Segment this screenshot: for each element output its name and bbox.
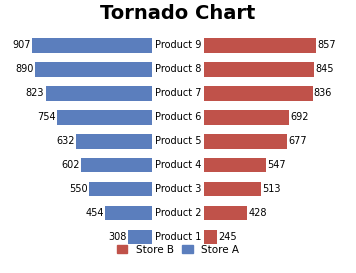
Text: 692: 692 — [290, 112, 309, 122]
Text: Product 3: Product 3 — [155, 184, 201, 194]
Bar — [178, 182, 261, 197]
Text: 428: 428 — [248, 208, 267, 218]
Text: 754: 754 — [37, 112, 55, 122]
Text: Product 9: Product 9 — [155, 40, 201, 51]
Text: Product 6: Product 6 — [155, 112, 201, 122]
Bar — [178, 110, 289, 124]
Bar — [35, 62, 178, 77]
Title: Tornado Chart: Tornado Chart — [100, 4, 256, 23]
Bar — [178, 230, 218, 244]
Text: Product 7: Product 7 — [155, 88, 201, 98]
Text: 845: 845 — [315, 64, 334, 75]
Text: 677: 677 — [288, 136, 307, 146]
Text: 632: 632 — [57, 136, 75, 146]
Text: Product 4: Product 4 — [155, 160, 201, 170]
Text: Product 8: Product 8 — [155, 64, 201, 75]
Text: 550: 550 — [69, 184, 88, 194]
Bar — [129, 230, 178, 244]
Bar — [89, 182, 178, 197]
Text: 454: 454 — [85, 208, 104, 218]
Text: 836: 836 — [314, 88, 332, 98]
Text: 907: 907 — [12, 40, 31, 51]
Text: Product 1: Product 1 — [155, 232, 201, 242]
Bar — [57, 110, 178, 124]
Text: 857: 857 — [317, 40, 336, 51]
Text: 547: 547 — [267, 160, 286, 170]
Bar — [46, 86, 178, 100]
Text: Product 5: Product 5 — [155, 136, 201, 146]
Bar — [178, 38, 316, 53]
Bar — [178, 158, 266, 173]
Legend: Store B, Store A: Store B, Store A — [117, 245, 239, 254]
Bar — [178, 134, 287, 149]
Bar — [105, 206, 178, 220]
Text: 602: 602 — [61, 160, 80, 170]
Bar — [178, 62, 314, 77]
Bar — [178, 206, 247, 220]
Bar — [178, 86, 313, 100]
Bar — [32, 38, 178, 53]
Text: 890: 890 — [15, 64, 33, 75]
Text: 513: 513 — [262, 184, 281, 194]
Text: 308: 308 — [109, 232, 127, 242]
Bar — [76, 134, 178, 149]
Text: 823: 823 — [26, 88, 44, 98]
Text: 245: 245 — [219, 232, 237, 242]
Bar — [81, 158, 178, 173]
Text: Product 2: Product 2 — [155, 208, 201, 218]
